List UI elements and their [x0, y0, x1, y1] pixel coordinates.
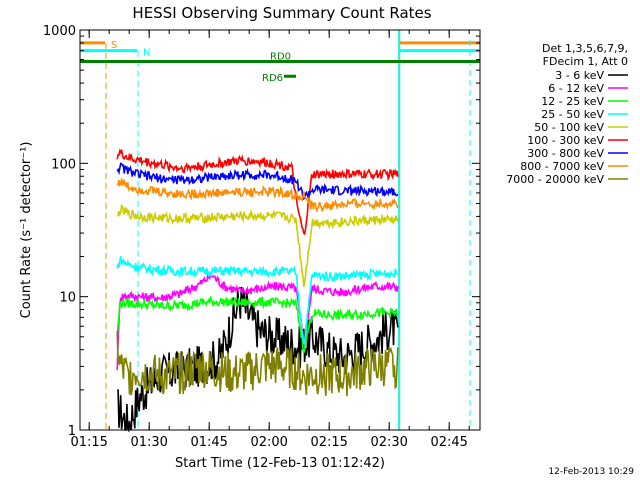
x-tick-label: 01:30 [130, 435, 167, 450]
x-tick-label: 01:45 [190, 435, 227, 450]
y-axis-label: Count Rate (s⁻¹ detector⁻¹) [19, 142, 34, 319]
x-tick-label: 02:30 [370, 435, 407, 450]
legend-label-800-7000-kev: 800 - 7000 keV [520, 160, 604, 173]
marker-rd6-label: RD6 [262, 73, 283, 84]
legend-header-line-1: Det 1,3,5,6,7,9, [542, 42, 628, 55]
y-tick-label: 100 [51, 157, 76, 172]
legend-label-25-50-kev: 25 - 50 keV [541, 108, 604, 121]
series-layer [116, 148, 399, 433]
x-tick-label: 02:00 [250, 435, 287, 450]
x-axis-label: Start Time (12-Feb-13 01:12:42) [175, 456, 385, 471]
legend-label-3-6-kev: 3 - 6 keV [555, 69, 604, 82]
footer-timestamp: 12-Feb-2013 10:29 [548, 467, 634, 477]
series-line-100-300-kev [116, 148, 399, 236]
series-line-300-800-kev [116, 162, 399, 201]
series-line-25-50-kev [116, 255, 398, 345]
x-axis: 01:15 01:30 01:45 02:00 02:15 02:30 02:45 [70, 30, 470, 450]
y-tick-label: 1000 [43, 24, 76, 39]
series-line-6-12-kev [116, 272, 399, 370]
event-markers: S N RD0 RD6 [80, 30, 480, 430]
legend: Det 1,3,5,6,7,9, FDecim 1, Att 0 3 - 6 k… [506, 42, 628, 186]
series-line-800-7000-kev [116, 178, 399, 213]
legend-header-line-2: FDecim 1, Att 0 [543, 55, 628, 68]
y-tick-label: 10 [59, 291, 76, 306]
legend-label-50-100-kev: 50 - 100 keV [534, 121, 604, 134]
marker-n-label: N [143, 48, 150, 59]
y-axis: 1 10 100 1000 [43, 24, 480, 439]
legend-label-7000-20000-kev: 7000 - 20000 keV [506, 173, 604, 186]
y-tick-label: 1 [68, 424, 76, 439]
series-line-7000-20000-kev [116, 331, 399, 397]
legend-label-300-800-kev: 300 - 800 keV [527, 147, 604, 160]
plot-frame [79, 29, 481, 431]
marker-s-label: S [111, 40, 117, 51]
legend-label-100-300-kev: 100 - 300 keV [527, 134, 604, 147]
series-line-50-100-kev [116, 204, 399, 288]
x-tick-label: 02:45 [430, 435, 467, 450]
chart-title: HESSI Observing Summary Count Rates [132, 4, 431, 22]
legend-label-12-25-kev: 12 - 25 keV [541, 95, 604, 108]
legend-label-6-12-kev: 6 - 12 keV [548, 82, 604, 95]
series-line-12-25-kev [116, 294, 399, 354]
x-tick-label: 01:15 [70, 435, 107, 450]
series-line-3-6-kev [117, 286, 399, 433]
marker-rd0-label: RD0 [270, 52, 291, 63]
x-tick-label: 02:15 [310, 435, 347, 450]
